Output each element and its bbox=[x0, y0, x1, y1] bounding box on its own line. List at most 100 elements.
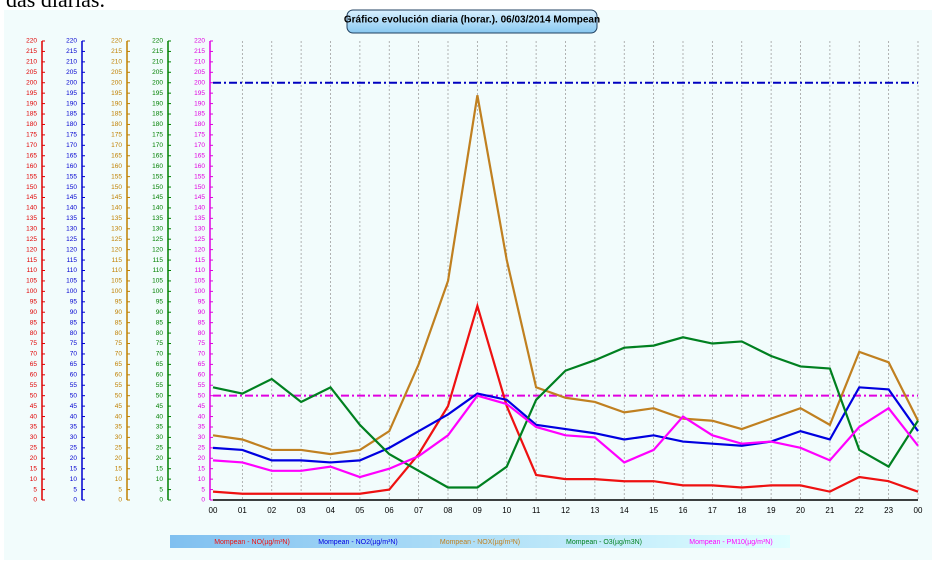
x-tick-label: 14 bbox=[620, 506, 629, 515]
y-tick-label: 140 bbox=[26, 205, 37, 212]
y-tick-label: 100 bbox=[152, 288, 163, 295]
y-tick-label: 215 bbox=[111, 48, 122, 55]
y-tick-label: 180 bbox=[194, 121, 205, 128]
y-tick-label: 155 bbox=[111, 173, 122, 180]
series-line bbox=[212, 302, 919, 495]
y-tick-label: 0 bbox=[118, 497, 122, 504]
y-tick-label: 160 bbox=[194, 163, 205, 170]
x-tick-label: 04 bbox=[326, 506, 335, 515]
y-tick-label: 145 bbox=[111, 194, 122, 201]
y-tick-label: 85 bbox=[70, 319, 78, 326]
legend-entry: Mompean - PM10(µg/m³N) bbox=[689, 539, 772, 546]
y-tick-label: 205 bbox=[66, 69, 77, 76]
y-tick-label: 55 bbox=[156, 382, 164, 389]
y-tick-label: 160 bbox=[111, 163, 122, 170]
x-tick-label: 07 bbox=[414, 506, 423, 515]
y-tick-label: 125 bbox=[194, 236, 205, 243]
y-tick-label: 165 bbox=[152, 152, 163, 159]
y-tick-label: 165 bbox=[194, 152, 205, 159]
series-line bbox=[212, 95, 919, 456]
y-tick-label: 125 bbox=[26, 236, 37, 243]
y-tick-label: 105 bbox=[111, 278, 122, 285]
title-box bbox=[346, 9, 598, 34]
y-tick-label: 200 bbox=[66, 79, 77, 86]
y-tick-label: 35 bbox=[70, 424, 78, 431]
y-tick-label: 120 bbox=[26, 246, 37, 253]
y-tick-label: 160 bbox=[152, 163, 163, 170]
y-tick-label: 150 bbox=[194, 184, 205, 191]
y-tick-label: 140 bbox=[66, 205, 77, 212]
x-tick-label: 00 bbox=[914, 506, 923, 515]
y-tick-label: 85 bbox=[156, 319, 164, 326]
y-tick-label: 60 bbox=[198, 372, 206, 379]
y-tick-label: 45 bbox=[70, 403, 78, 410]
y-tick-label: 60 bbox=[70, 372, 78, 379]
x-tick-label: 23 bbox=[884, 506, 893, 515]
y-tick-label: 65 bbox=[156, 361, 164, 368]
y-tick-label: 55 bbox=[115, 382, 123, 389]
x-tick-label: 11 bbox=[532, 506, 541, 515]
y-tick-label: 160 bbox=[26, 163, 37, 170]
legend-entry: Mompean - NOX(µg/m³N) bbox=[440, 539, 520, 546]
y-tick-label: 130 bbox=[194, 225, 205, 232]
y-tick-label: 180 bbox=[26, 121, 37, 128]
y-tick-label: 115 bbox=[67, 257, 78, 264]
y-tick-label: 120 bbox=[152, 246, 163, 253]
y-tick-label: 50 bbox=[198, 392, 206, 399]
y-tick-label: 90 bbox=[70, 309, 78, 316]
x-tick-label: 03 bbox=[297, 506, 306, 515]
y-tick-label: 95 bbox=[156, 299, 164, 306]
y-tick-label: 70 bbox=[115, 351, 123, 358]
series-line bbox=[212, 394, 919, 479]
y-tick-label: 210 bbox=[152, 59, 163, 66]
y-tick-label: 200 bbox=[26, 79, 37, 86]
x-tick-label: 05 bbox=[355, 506, 364, 515]
y-tick-label: 170 bbox=[194, 142, 205, 149]
x-tick-label: 09 bbox=[473, 506, 482, 515]
y-tick-label: 15 bbox=[30, 465, 38, 472]
y-tick-label: 155 bbox=[152, 173, 163, 180]
y-tick-label: 50 bbox=[70, 392, 78, 399]
y-tick-label: 145 bbox=[66, 194, 77, 201]
x-tick-label: 21 bbox=[825, 506, 834, 515]
y-tick-label: 65 bbox=[115, 361, 123, 368]
y-tick-label: 200 bbox=[111, 79, 122, 86]
header-text: das diarias. bbox=[6, 0, 105, 12]
y-tick-label: 130 bbox=[26, 225, 37, 232]
y-tick-label: 220 bbox=[194, 38, 205, 45]
y-tick-label: 70 bbox=[198, 351, 206, 358]
y-tick-label: 190 bbox=[111, 100, 122, 107]
y-tick-label: 0 bbox=[73, 497, 77, 504]
y-tick-label: 165 bbox=[66, 152, 77, 159]
y-tick-label: 175 bbox=[66, 132, 77, 139]
y-tick-label: 15 bbox=[115, 465, 123, 472]
y-tick-label: 195 bbox=[152, 90, 163, 97]
y-tick-label: 80 bbox=[156, 330, 164, 337]
y-tick-label: 195 bbox=[66, 90, 77, 97]
y-tick-label: 185 bbox=[111, 111, 122, 118]
y-tick-label: 100 bbox=[194, 288, 205, 295]
y-tick-label: 110 bbox=[112, 267, 123, 274]
y-tick-label: 50 bbox=[115, 392, 123, 399]
y-tick-label: 135 bbox=[111, 215, 122, 222]
y-tick-label: 125 bbox=[66, 236, 77, 243]
y-tick-label: 215 bbox=[26, 48, 37, 55]
y-tick-label: 0 bbox=[33, 497, 37, 504]
y-tick-label: 115 bbox=[112, 257, 123, 264]
y-tick-label: 145 bbox=[152, 194, 163, 201]
legend-entry: Mompean - NO2(µg/m³N) bbox=[318, 539, 398, 546]
y-tick-label: 135 bbox=[26, 215, 37, 222]
y-tick-label: 70 bbox=[70, 351, 78, 358]
y-tick-label: 205 bbox=[194, 69, 205, 76]
y-tick-label: 45 bbox=[198, 403, 206, 410]
y-tick-label: 65 bbox=[198, 361, 206, 368]
y-tick-label: 35 bbox=[156, 424, 164, 431]
y-tick-label: 150 bbox=[66, 184, 77, 191]
y-tick-label: 35 bbox=[198, 424, 206, 431]
x-tick-label: 06 bbox=[385, 506, 394, 515]
y-tick-label: 215 bbox=[152, 48, 163, 55]
y-tick-label: 95 bbox=[30, 299, 38, 306]
y-tick-label: 170 bbox=[152, 142, 163, 149]
x-tick-label: 19 bbox=[767, 506, 776, 515]
